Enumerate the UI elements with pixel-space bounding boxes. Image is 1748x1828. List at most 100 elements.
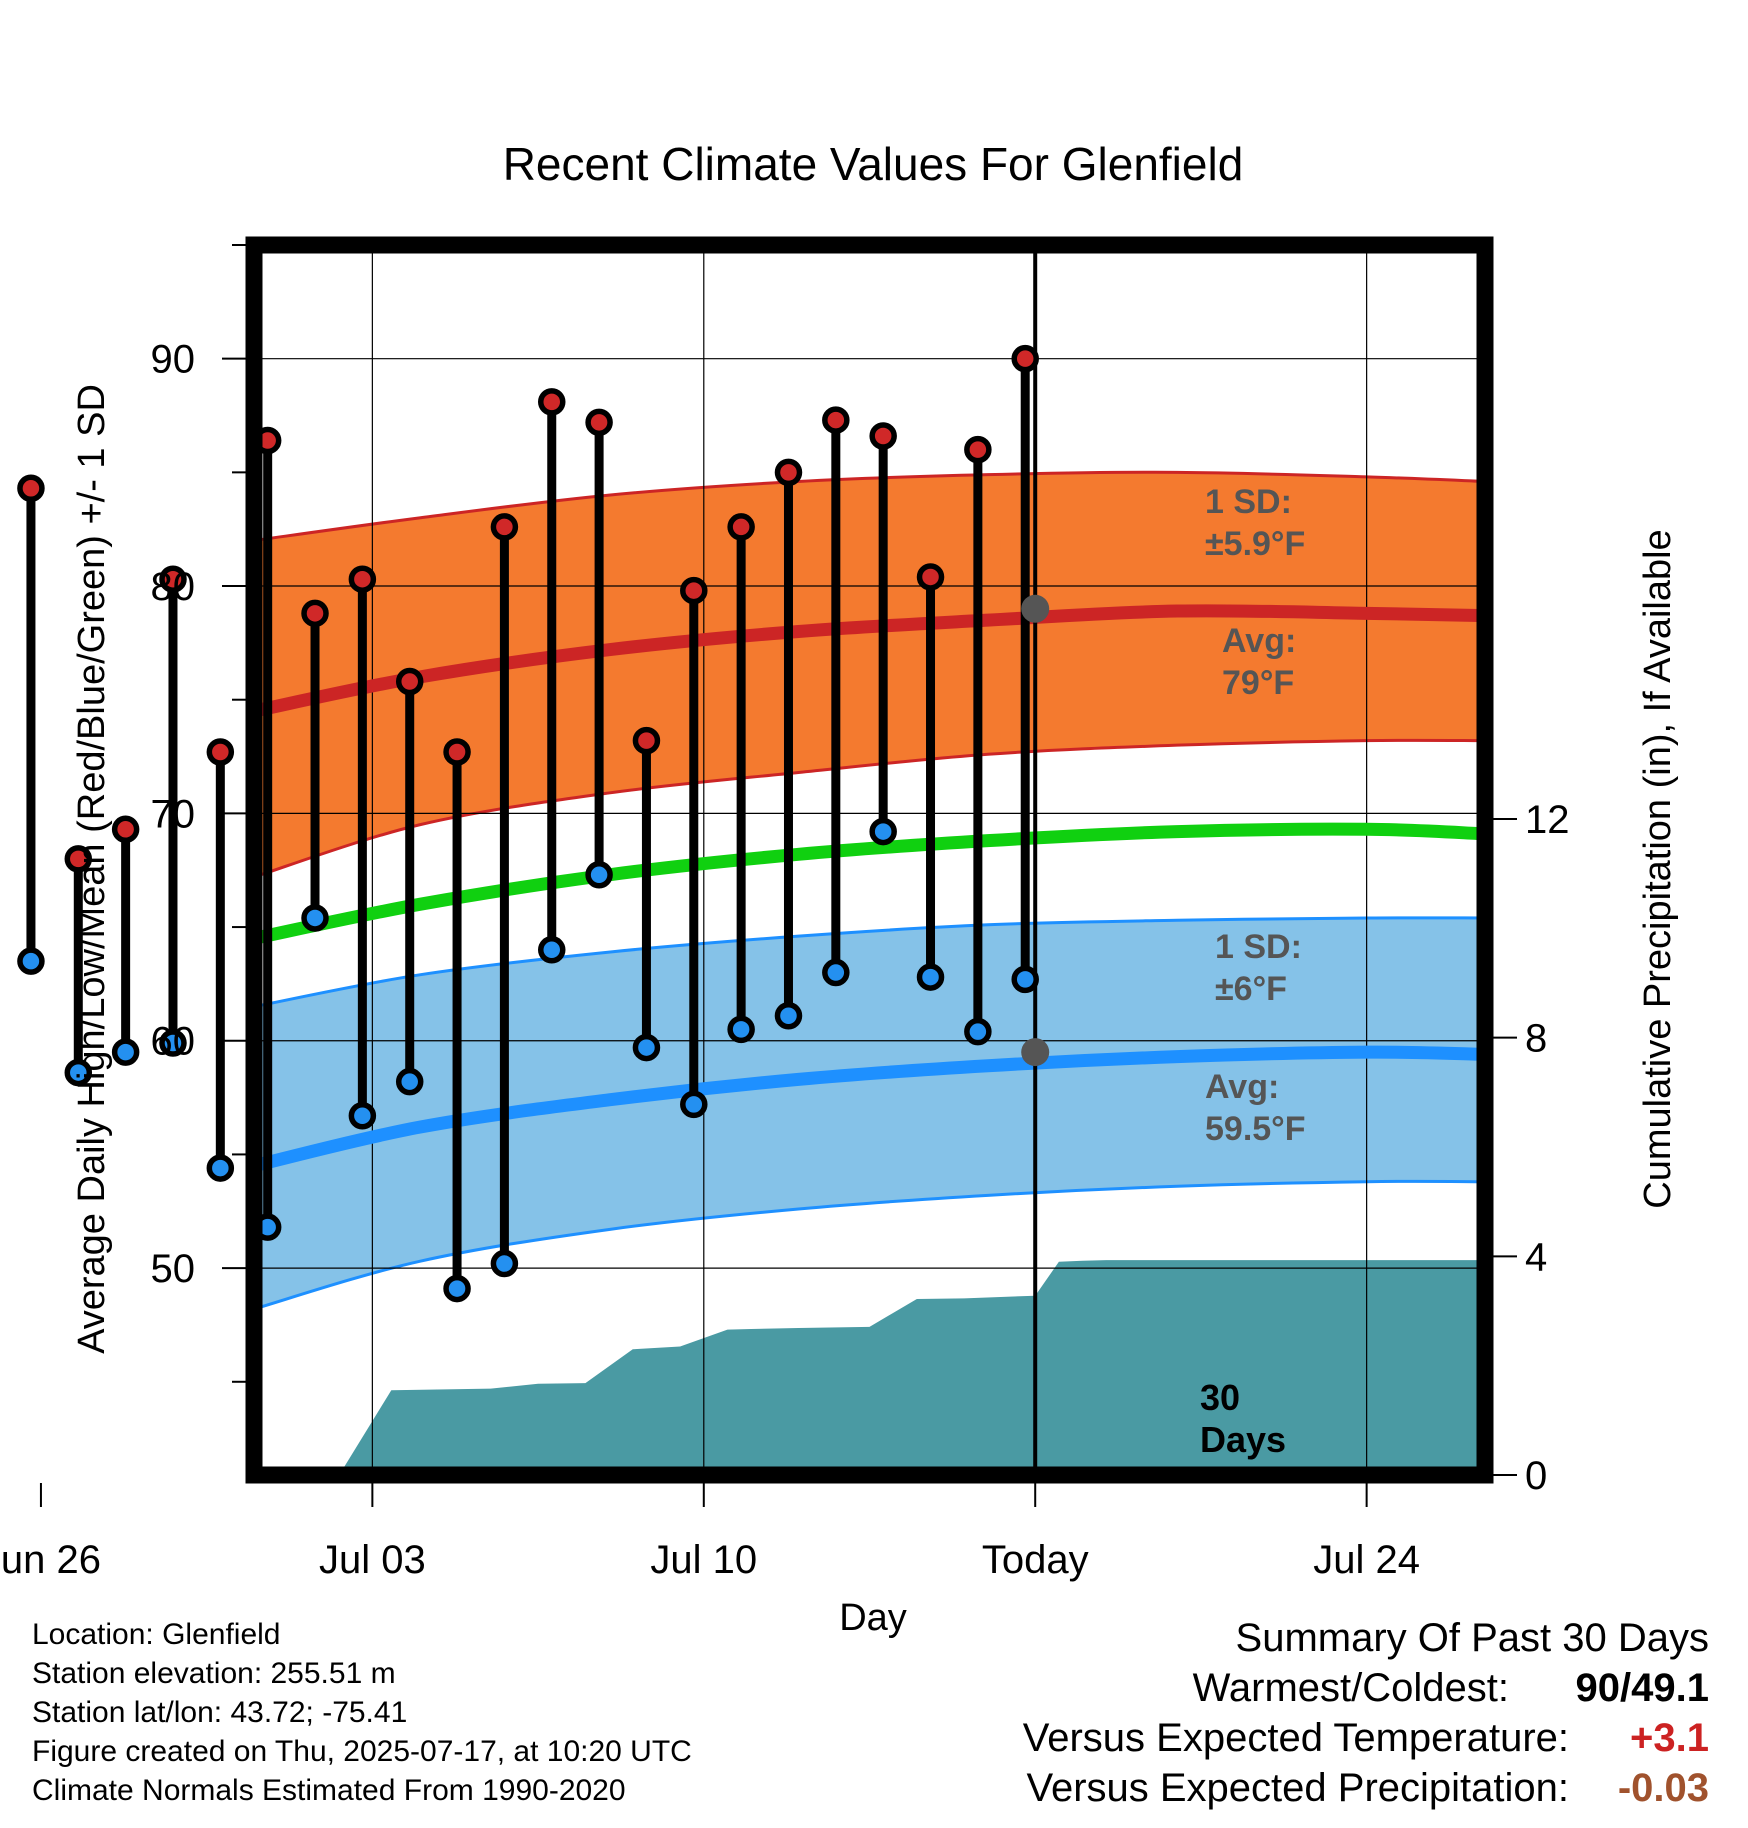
daily-high-point bbox=[395, 667, 424, 696]
summary-precip-row: Versus Expected Precipitation: -0.03 bbox=[1023, 1763, 1709, 1813]
daily-high-point bbox=[348, 565, 377, 593]
daily-high-point bbox=[1011, 344, 1039, 373]
y-tick-label-left: 80 bbox=[151, 565, 196, 609]
low-avg-annotation: Avg: 59.5°F bbox=[1205, 1068, 1306, 1148]
daily-high-point bbox=[869, 422, 897, 450]
daily-low-point bbox=[301, 904, 329, 932]
y-tick-label-left: 90 bbox=[151, 338, 196, 382]
daily-high-point bbox=[822, 406, 850, 434]
low-sd-band-upper-edge bbox=[254, 916, 1485, 1009]
daily-low-point bbox=[822, 958, 850, 987]
low-sd-annotation: 1 SD: ±6°F bbox=[1215, 928, 1302, 1008]
daily-high-point bbox=[774, 458, 803, 487]
daily-low-point bbox=[916, 963, 945, 991]
daily-low-point bbox=[111, 1038, 140, 1066]
warmest-value: 90/49.1 bbox=[1575, 1666, 1709, 1710]
y-tick-label-left: 60 bbox=[151, 1020, 196, 1064]
daily-high-point bbox=[64, 845, 93, 873]
daily-low-point bbox=[680, 1090, 708, 1119]
daily-high-point bbox=[680, 576, 708, 605]
high-avg-annotation: Avg: 79°F bbox=[1222, 622, 1296, 702]
station-info: Location: Glenfield Station elevation: 2… bbox=[32, 1615, 692, 1810]
temp-value: +3.1 bbox=[1630, 1716, 1709, 1760]
temp-label: Versus Expected Temperature: bbox=[1022, 1716, 1569, 1760]
daily-high-point bbox=[443, 738, 471, 766]
chart-title: Recent Climate Values For Glenfield bbox=[503, 138, 1244, 190]
x-tick-label: Jul 10 bbox=[650, 1538, 757, 1582]
plot-area: 1 SD: ±5.9°F Avg: 79°F 1 SD: ±6°F Avg: 59.5°F 30… bbox=[0, 236, 1570, 1582]
daily-low-point bbox=[538, 936, 566, 964]
days-annotation: 30 Days bbox=[1200, 1377, 1286, 1460]
high-sd-annotation: 1 SD: ±5.9°F bbox=[1205, 483, 1305, 563]
daily-high-point bbox=[17, 474, 45, 503]
low-sd-band-lower-edge bbox=[254, 1179, 1485, 1311]
elevation-text: Station elevation: 255.51 m bbox=[32, 1657, 396, 1690]
plot-content bbox=[254, 245, 1485, 1475]
created-text: Figure created on Thu, 2025-07-17, at 10… bbox=[32, 1735, 692, 1768]
summary-temp-row: Versus Expected Temperature: +3.1 bbox=[1023, 1713, 1709, 1763]
high-sd-band-lower-edge bbox=[254, 738, 1485, 879]
daily-high-point bbox=[159, 565, 187, 593]
daily-high-point bbox=[111, 815, 140, 844]
high-avg-annotation-line: 79°F bbox=[1222, 664, 1294, 702]
high-sd-annotation-line: ±5.9°F bbox=[1205, 525, 1305, 563]
daily-low-point bbox=[727, 1015, 755, 1044]
low-sd-band-fill bbox=[254, 917, 1485, 1310]
daily-low-point bbox=[206, 1154, 235, 1182]
days-annotation-line: 30 bbox=[1200, 1377, 1240, 1418]
daily-high-point bbox=[964, 435, 992, 464]
daily-low-point bbox=[632, 1033, 661, 1062]
daily-low-point bbox=[585, 861, 613, 889]
avg-high-line bbox=[254, 604, 1485, 718]
y-axis-label-right: Cumulative Precipitation (in), If Availa… bbox=[1637, 529, 1679, 1208]
daily-low-point bbox=[490, 1249, 519, 1278]
daily-low-point bbox=[159, 1029, 187, 1057]
low-sd-annotation-line: 1 SD: bbox=[1215, 928, 1302, 966]
high-sd-annotation-line: 1 SD: bbox=[1205, 483, 1292, 521]
today-avg-high-marker bbox=[1021, 594, 1050, 623]
precip-label: Versus Expected Precipitation: bbox=[1026, 1766, 1569, 1810]
latlon-text: Station lat/lon: 43.72; -75.41 bbox=[32, 1696, 408, 1729]
warmest-label: Warmest/Coldest: bbox=[1192, 1666, 1509, 1710]
daily-high-point bbox=[727, 513, 755, 541]
daily-high-point bbox=[490, 513, 519, 541]
daily-low-point bbox=[774, 1001, 803, 1030]
summary-title: Summary Of Past 30 Days bbox=[1235, 1616, 1709, 1660]
x-tick-label: Jul 03 bbox=[319, 1538, 426, 1582]
daily-low-point bbox=[443, 1274, 471, 1303]
low-avg-annotation-line: Avg: bbox=[1205, 1068, 1279, 1106]
daily-low-point bbox=[395, 1067, 424, 1096]
x-axis-label: Day bbox=[839, 1597, 907, 1639]
precip-area bbox=[339, 1260, 1485, 1475]
daily-high-point bbox=[585, 408, 613, 437]
x-tick-label: Today bbox=[982, 1538, 1089, 1582]
low-avg-annotation-line: 59.5°F bbox=[1205, 1110, 1306, 1148]
y-tick-label-right: 0 bbox=[1525, 1454, 1547, 1498]
y-tick-label-left: 50 bbox=[151, 1247, 196, 1291]
daily-low-point bbox=[17, 947, 45, 975]
daily-high-point bbox=[632, 726, 661, 755]
today-avg-low-marker bbox=[1021, 1038, 1050, 1067]
avg-mean-line bbox=[254, 822, 1485, 945]
y-tick-label-left: 70 bbox=[151, 792, 196, 836]
high-sd-band-fill bbox=[254, 472, 1485, 878]
daily-high-point bbox=[916, 563, 945, 591]
daily-high-point bbox=[538, 388, 566, 416]
high-avg-annotation-line: Avg: bbox=[1222, 622, 1296, 660]
daily-low-point bbox=[869, 817, 897, 846]
daily-high-point bbox=[301, 599, 329, 628]
days-annotation-line: Days bbox=[1200, 1419, 1286, 1460]
location-text: Location: Glenfield bbox=[32, 1618, 281, 1651]
y-tick-label-right: 8 bbox=[1525, 1017, 1547, 1061]
x-tick-label: Jun 26 bbox=[0, 1538, 101, 1582]
plot-frame bbox=[245, 236, 1494, 1484]
y-tick-label-right: 12 bbox=[1525, 798, 1570, 842]
low-sd-annotation-line: ±6°F bbox=[1215, 970, 1287, 1008]
y-tick-label-right: 4 bbox=[1525, 1235, 1547, 1279]
avg-low-line bbox=[254, 1045, 1485, 1173]
y-axis-label-left: Average Daily High/Low/Mean (Red/Blue/Gr… bbox=[71, 384, 113, 1354]
x-tick-label: Jul 24 bbox=[1313, 1538, 1420, 1582]
summary-panel: Summary Of Past 30 Days Warmest/Coldest:… bbox=[1023, 1613, 1709, 1813]
daily-low-point bbox=[1011, 965, 1039, 994]
